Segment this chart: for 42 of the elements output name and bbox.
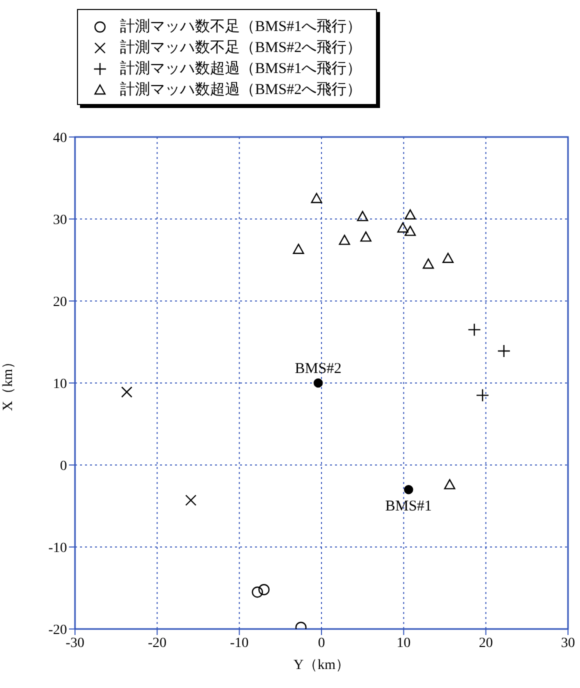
point xyxy=(497,344,511,358)
x-tick-label: -30 xyxy=(66,636,84,651)
point xyxy=(338,234,350,245)
x-tick-label: 10 xyxy=(396,636,411,651)
point xyxy=(356,210,368,222)
y-tick-label: 20 xyxy=(53,294,67,310)
point xyxy=(252,586,264,598)
legend-label: 計測マッハ数不足（BMS#2へ飛行） xyxy=(120,38,362,57)
x-axis-title: Y（km） xyxy=(294,658,350,673)
point xyxy=(258,584,270,596)
y-tick-label: 10 xyxy=(53,376,67,392)
point xyxy=(444,479,456,490)
y-tick-label: 30 xyxy=(53,212,67,228)
point xyxy=(404,226,416,236)
y-tick-label: -10 xyxy=(48,540,67,556)
point xyxy=(422,258,434,269)
legend-label: 計測マッハ数超過（BMS#1へ飛行） xyxy=(120,60,362,78)
y-axis-title: X（km） xyxy=(0,355,16,411)
point xyxy=(310,192,322,204)
point xyxy=(360,231,372,242)
point xyxy=(442,252,454,263)
point xyxy=(121,386,132,398)
annotation: BMS#1 xyxy=(385,498,432,514)
y-tick-label: -20 xyxy=(48,622,67,638)
point xyxy=(185,494,196,506)
y-tick-label: 0 xyxy=(60,458,67,474)
legend-label: 計測マッハ数不足（BMS#1へ飛行） xyxy=(120,18,362,36)
x-tick-label: 20 xyxy=(478,636,493,651)
point xyxy=(292,244,304,254)
point xyxy=(476,388,490,402)
y-tick-label: 40 xyxy=(53,130,67,146)
annotation: BMS#2 xyxy=(294,361,342,377)
point xyxy=(468,323,481,336)
point xyxy=(397,222,408,233)
point xyxy=(404,209,416,220)
point xyxy=(314,378,323,388)
x-tick-label: 0 xyxy=(318,636,325,651)
x-tick-label: -10 xyxy=(230,636,249,651)
point xyxy=(404,485,414,494)
x-tick-label: 30 xyxy=(561,636,575,651)
legend-label: 計測マッハ数超過（BMS#2へ飛行） xyxy=(120,80,362,99)
x-tick-label: -20 xyxy=(148,636,167,651)
